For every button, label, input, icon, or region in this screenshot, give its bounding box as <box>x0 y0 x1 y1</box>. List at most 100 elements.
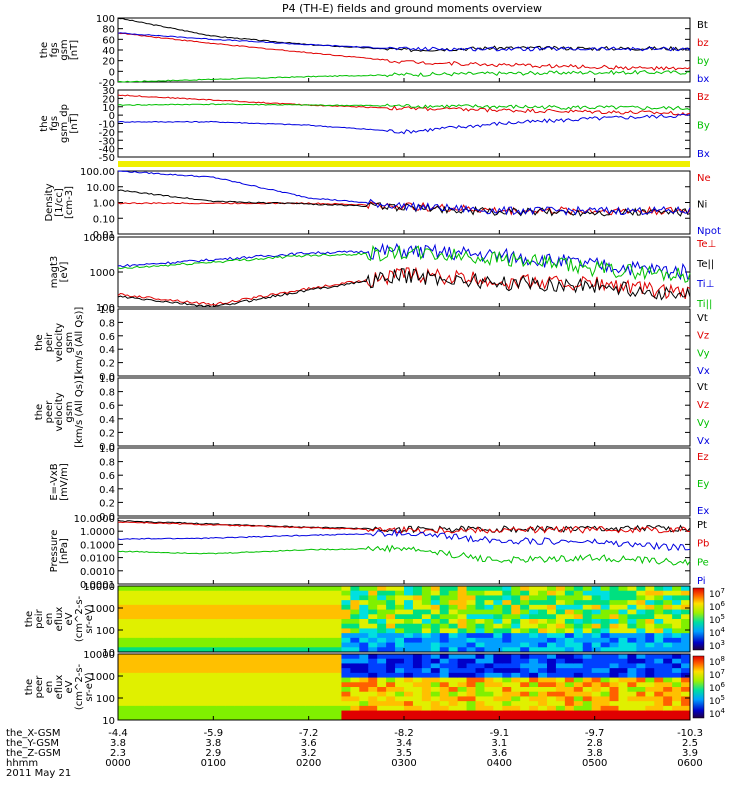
heatmap-cell <box>457 623 468 629</box>
y-tick-label: 100 <box>96 626 115 637</box>
heatmap-cell <box>654 642 664 648</box>
heatmap-cell <box>171 623 182 629</box>
heatmap-cell <box>520 604 530 611</box>
heatmap-cell <box>430 590 441 596</box>
heatmap-cell <box>287 590 298 596</box>
heatmap-cell <box>135 642 146 648</box>
heatmap-cell <box>493 715 503 721</box>
heatmap-cell <box>547 701 557 707</box>
heatmap-cell <box>457 614 468 620</box>
heatmap-cell <box>475 633 485 639</box>
footer-value: 2.5 <box>682 738 698 749</box>
heatmap-cell <box>243 623 253 629</box>
heatmap-cell <box>144 586 155 592</box>
heatmap-cell <box>484 619 494 625</box>
y-tick-label: -20 <box>99 78 115 89</box>
heatmap-cell <box>153 677 164 683</box>
heatmap-cell <box>421 623 432 629</box>
heatmap-cell <box>171 604 182 611</box>
heatmap-cell <box>162 658 173 664</box>
y-axis-label: the <box>24 611 35 627</box>
heatmap-cell <box>118 637 128 644</box>
heatmap-cell <box>457 628 468 634</box>
heatmap-cell <box>645 691 655 697</box>
heatmap-cell <box>555 642 566 648</box>
heatmap-cell <box>153 609 164 615</box>
y-axis-label: [nT] <box>69 40 80 60</box>
heatmap-cell <box>573 715 584 721</box>
heatmap-cell <box>520 682 530 688</box>
heatmap-cell <box>395 614 405 620</box>
heatmap-cell <box>368 672 378 679</box>
heatmap-cell <box>135 609 146 615</box>
heatmap-cell <box>430 705 441 712</box>
heatmap-cell <box>287 604 298 611</box>
heatmap-cell <box>591 619 602 625</box>
heatmap-cell <box>439 682 450 688</box>
panel-separator <box>118 161 690 167</box>
heatmap-cell <box>582 633 593 639</box>
heatmap-cell <box>582 663 593 669</box>
footer-value: 2.3 <box>110 748 126 759</box>
heatmap-cell <box>234 586 244 592</box>
heatmap-cell <box>466 637 476 644</box>
heatmap-cell <box>269 647 280 653</box>
heatmap-cell <box>135 600 146 606</box>
heatmap-cell <box>636 677 646 683</box>
heatmap-cell <box>243 586 253 592</box>
heatmap-cell <box>645 595 655 601</box>
heatmap-cell <box>368 654 378 660</box>
y-tick-label: 100 <box>96 303 115 314</box>
heatmap-cell <box>359 654 369 660</box>
heatmap-cell <box>207 614 217 620</box>
heatmap-cell <box>645 715 655 721</box>
heatmap-cell <box>252 701 262 707</box>
heatmap-cell <box>341 590 351 596</box>
heatmap-cell <box>323 633 333 639</box>
heatmap-cell <box>591 600 602 606</box>
heatmap-cell <box>278 586 289 592</box>
heatmap-cell <box>457 682 468 688</box>
heatmap-cell <box>216 654 226 660</box>
y-tick-label: 1.0 <box>99 305 115 316</box>
heatmap-cell <box>439 687 450 693</box>
heatmap-cell <box>493 705 503 712</box>
heatmap-cell <box>144 604 155 611</box>
heatmap-cell <box>484 710 494 716</box>
heatmap-cell <box>323 586 333 592</box>
heatmap-cell <box>547 628 557 634</box>
heatmap-cell <box>368 628 378 634</box>
heatmap-cell <box>609 604 619 611</box>
heatmap-cell <box>287 633 298 639</box>
heatmap-cell <box>663 614 673 620</box>
footer-value: -8.2 <box>394 728 414 739</box>
heatmap-cell <box>118 687 128 693</box>
heatmap-cell <box>681 642 691 648</box>
heatmap-cell <box>350 682 360 688</box>
heatmap-cell <box>520 710 530 716</box>
heatmap-cell <box>305 701 316 707</box>
heatmap-cell <box>591 696 602 702</box>
heatmap-cell <box>305 595 316 601</box>
heatmap-cell <box>555 600 566 606</box>
heatmap-cell <box>216 614 226 620</box>
heatmap-cell <box>511 687 521 693</box>
heatmap-cell <box>314 647 325 653</box>
heatmap-cell <box>171 590 182 596</box>
heatmap-cell <box>144 663 155 669</box>
heatmap-cell <box>502 647 512 653</box>
heatmap-cell <box>511 628 521 634</box>
panel-frame <box>117 308 691 377</box>
heatmap-cell <box>591 663 602 669</box>
heatmap-cell <box>636 691 646 697</box>
heatmap-cell <box>377 701 387 707</box>
heatmap-cell <box>636 672 646 679</box>
heatmap-cell <box>261 604 271 611</box>
heatmap-cell <box>269 614 280 620</box>
heatmap-cell <box>466 586 476 592</box>
y-axis-label: peer <box>34 675 45 699</box>
heatmap-cell <box>627 586 637 592</box>
heatmap-cell <box>135 715 146 721</box>
heatmap-cell <box>359 682 369 688</box>
heatmap-cell <box>520 614 530 620</box>
